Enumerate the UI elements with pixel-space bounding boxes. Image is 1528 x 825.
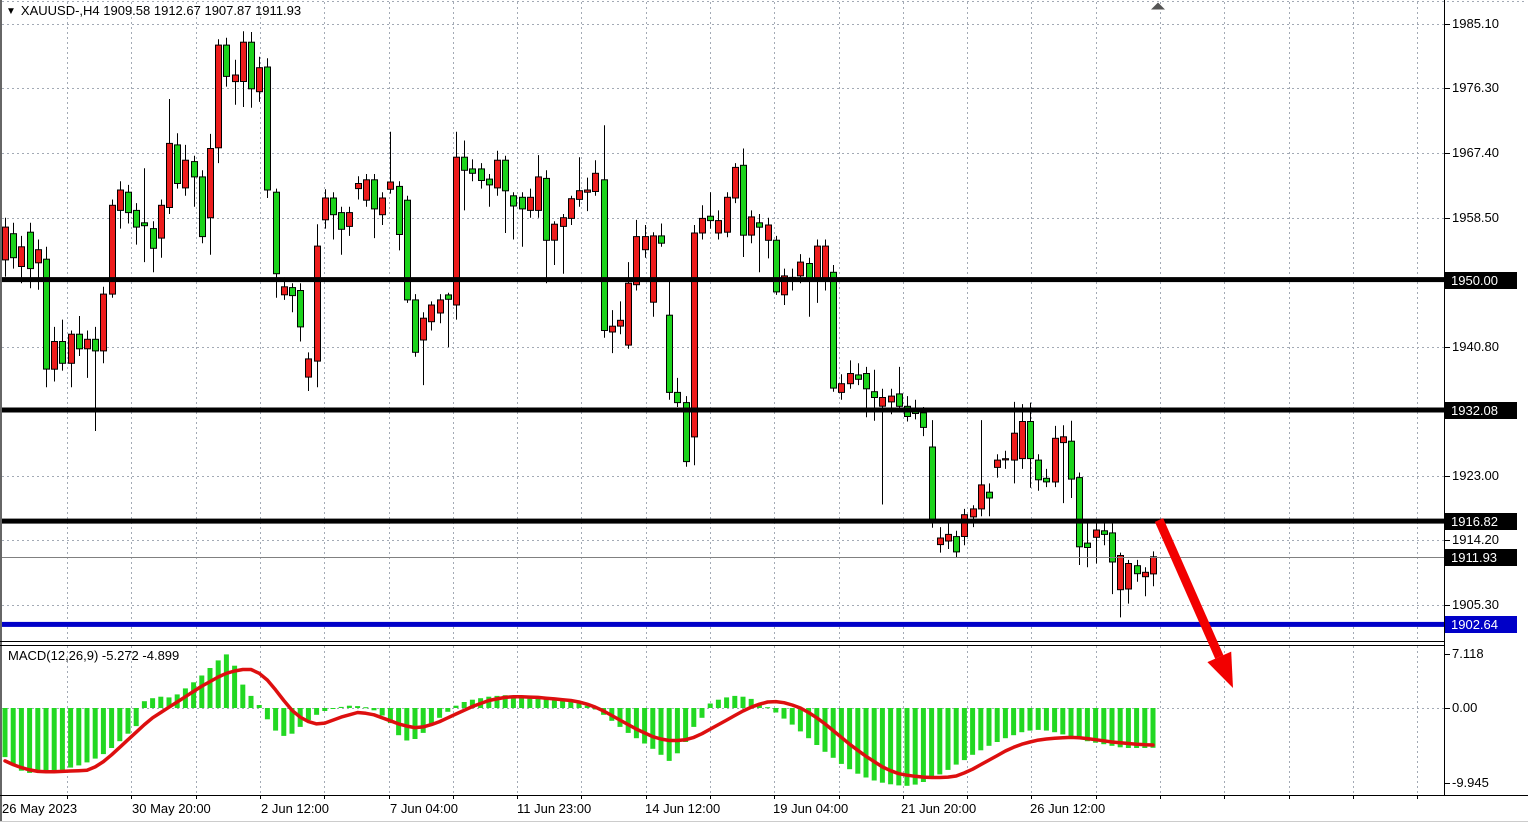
chart-title: ▼ XAUUSD-,H4 1909.58 1912.67 1907.87 1911… [6, 3, 301, 18]
symbol-dropdown-icon[interactable]: ▼ [6, 6, 16, 17]
grid-lines [2, 1, 1527, 795]
candles-layer [2, 31, 1157, 618]
chart-shift-marker-icon [1151, 2, 1165, 10]
macd-signal-line [3, 667, 1155, 780]
support-resistance-lines[interactable] [2, 277, 1444, 627]
macd-indicator-label: MACD(12,26,9) -5.272 -4.899 [8, 648, 180, 663]
macd-histogram [2, 654, 1156, 786]
trend-arrow-annotation[interactable] [1154, 518, 1233, 688]
chart-title-text: XAUUSD-,H4 1909.58 1912.67 1907.87 1911.… [20, 3, 302, 18]
blue-support-line [2, 621, 1444, 627]
